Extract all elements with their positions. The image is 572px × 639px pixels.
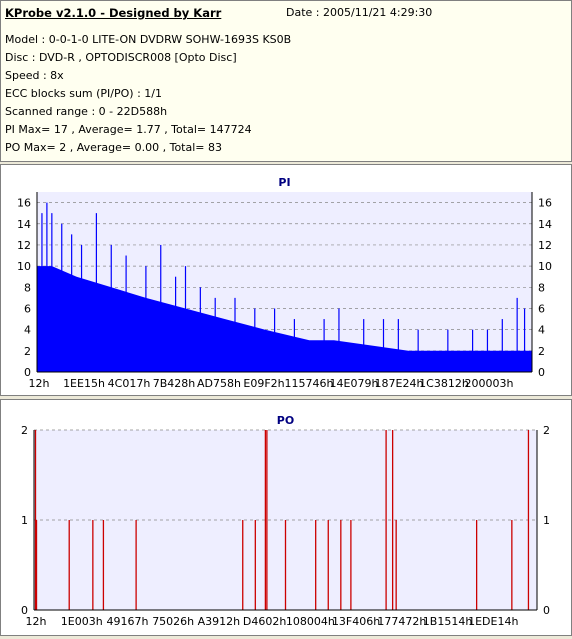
po-ytick-left: 0 [21, 604, 28, 617]
po-xtick: 177472h [377, 615, 426, 628]
pi-ytick-left: 2 [24, 345, 31, 358]
pi-ytick-left: 8 [24, 281, 31, 294]
pi-xtick: 115746h [285, 377, 334, 390]
po-xtick: 13F406h [332, 615, 380, 628]
pi-xtick: 1EE15h [63, 377, 105, 390]
pi-ytick-right: 14 [538, 218, 552, 231]
pi-ytick-left: 6 [24, 302, 31, 315]
range-line: Scanned range : 0 - 22D588h [5, 105, 168, 118]
pi-xtick: 7B428h [153, 377, 196, 390]
po-ytick-right: 2 [543, 424, 550, 437]
pi-title: PI [278, 176, 290, 189]
po-xtick: 12h [26, 615, 47, 628]
po-chart-panel: PO 0 0 1 1 2 2 12h 1E003h 49167h 75026h A3912h D4602… [0, 399, 572, 636]
pi-xtick: 1C3812h [419, 377, 469, 390]
pi-ytick-left: 12 [17, 239, 31, 252]
po-ytick-right: 1 [543, 514, 550, 527]
ecc-line: ECC blocks sum (PI/PO) : 1/1 [5, 87, 162, 100]
pi-xtick: E09F2h [243, 377, 284, 390]
po-xtick: D4602h [243, 615, 286, 628]
po-xtick: 75026h [152, 615, 194, 628]
po-ytick-left: 2 [21, 424, 28, 437]
pi-ytick-left: 10 [17, 260, 31, 273]
pi-ytick-right: 12 [538, 239, 552, 252]
pi-chart: PI 0 0 2 2 4 4 6 6 8 8 10 10 12 12 14 14 16 16 12h 1EE15h 4C0… [17, 176, 552, 390]
po-xtick: A3912h [198, 615, 241, 628]
pi-xtick: 4C017h [108, 377, 151, 390]
info-panel: KProbe v2.1.0 - Designed by Karr Date : … [0, 0, 572, 162]
pi-xtick: 12h [29, 377, 50, 390]
pi-ytick-right: 2 [538, 345, 545, 358]
po-title: PO [277, 414, 294, 427]
pi-ytick-left: 14 [17, 218, 31, 231]
speed-line: Speed : 8x [5, 69, 64, 82]
po-chart: PO 0 0 1 1 2 2 12h 1E003h 49167h 75026h A3912h D4602… [21, 414, 550, 628]
pi-xtick: 187E24h [375, 377, 424, 390]
model-line: Model : 0-0-1-0 LITE-ON DVDRW SOHW-1693S… [5, 33, 292, 46]
pi-stats-line: PI Max= 17 , Average= 1.77 , Total= 1477… [5, 123, 252, 136]
scan-date: Date : 2005/11/21 4:29:30 [286, 6, 433, 19]
pi-ytick-left: 0 [24, 366, 31, 379]
pi-ytick-right: 10 [538, 260, 552, 273]
po-xtick: 108004h [286, 615, 335, 628]
pi-ytick-right: 6 [538, 302, 545, 315]
po-stats-line: PO Max= 2 , Average= 0.00 , Total= 83 [5, 141, 222, 154]
pi-xtick: 14E079h [330, 377, 379, 390]
po-xtick: 1E003h [61, 615, 103, 628]
pi-xtick: AD758h [197, 377, 241, 390]
app-title: KProbe v2.1.0 - Designed by Karr [5, 6, 222, 20]
po-xtick: 1EDE14h [468, 615, 518, 628]
pi-ytick-right: 16 [538, 197, 552, 210]
po-ytick-right: 0 [543, 604, 550, 617]
pi-chart-panel: PI 0 0 2 2 4 4 6 6 8 8 10 10 12 12 14 14 16 16 12h 1EE15h 4C0… [0, 164, 572, 396]
pi-ytick-right: 4 [538, 324, 545, 337]
pi-ytick-right: 8 [538, 281, 545, 294]
pi-ytick-right: 0 [538, 366, 545, 379]
pi-ytick-left: 4 [24, 324, 31, 337]
pi-xtick: 200003h [465, 377, 514, 390]
po-ytick-left: 1 [21, 514, 28, 527]
pi-ytick-left: 16 [17, 197, 31, 210]
disc-line: Disc : DVD-R , OPTODISCR008 [Opto Disc] [5, 51, 237, 64]
po-xtick: 49167h [106, 615, 148, 628]
po-xtick: 1B1514h [423, 615, 473, 628]
